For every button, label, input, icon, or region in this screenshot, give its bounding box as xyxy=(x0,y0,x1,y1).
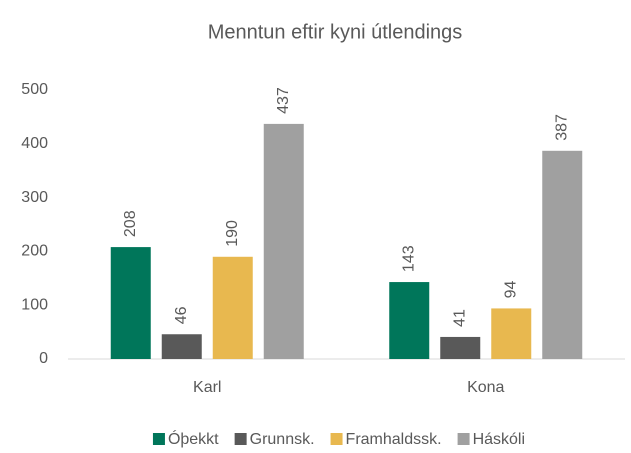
legend-label: Háskóli xyxy=(473,431,525,448)
data-label: 94 xyxy=(502,281,519,299)
y-tick-label: 100 xyxy=(21,296,48,313)
legend-swatch xyxy=(330,433,343,445)
data-label: 208 xyxy=(122,210,139,237)
data-label: 41 xyxy=(451,309,468,327)
bar xyxy=(263,123,304,359)
y-tick-label: 500 xyxy=(21,81,48,98)
chart-title: Menntun eftir kyni útlendings xyxy=(208,21,463,43)
data-label: 46 xyxy=(173,306,190,324)
bar xyxy=(440,336,481,359)
data-label: 143 xyxy=(400,245,417,272)
bar xyxy=(491,308,532,359)
legend-label: Framhaldssk. xyxy=(346,431,442,448)
y-tick-label: 400 xyxy=(21,135,48,152)
y-tick-label: 300 xyxy=(21,189,48,206)
data-label: 437 xyxy=(275,87,292,114)
bar xyxy=(389,282,430,359)
bar xyxy=(110,247,151,359)
y-tick-label: 200 xyxy=(21,243,48,260)
x-tick-label: Kona xyxy=(467,379,504,396)
legend-swatch xyxy=(152,433,165,445)
y-tick-label: 0 xyxy=(39,350,48,367)
data-label: 387 xyxy=(553,114,570,141)
legend-swatch xyxy=(457,433,470,445)
legend-label: Óþekkt xyxy=(168,429,219,448)
bar xyxy=(161,334,202,359)
legend-label: Grunnsk. xyxy=(250,431,315,448)
data-label: 190 xyxy=(224,220,241,247)
legend-swatch xyxy=(234,433,247,445)
bar xyxy=(212,256,253,359)
x-tick-label: Karl xyxy=(193,379,221,396)
bar xyxy=(542,150,583,359)
